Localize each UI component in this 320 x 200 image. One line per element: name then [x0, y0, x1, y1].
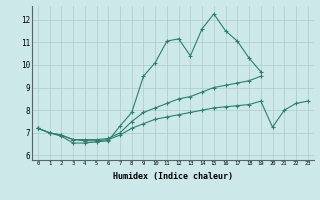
- X-axis label: Humidex (Indice chaleur): Humidex (Indice chaleur): [113, 172, 233, 181]
